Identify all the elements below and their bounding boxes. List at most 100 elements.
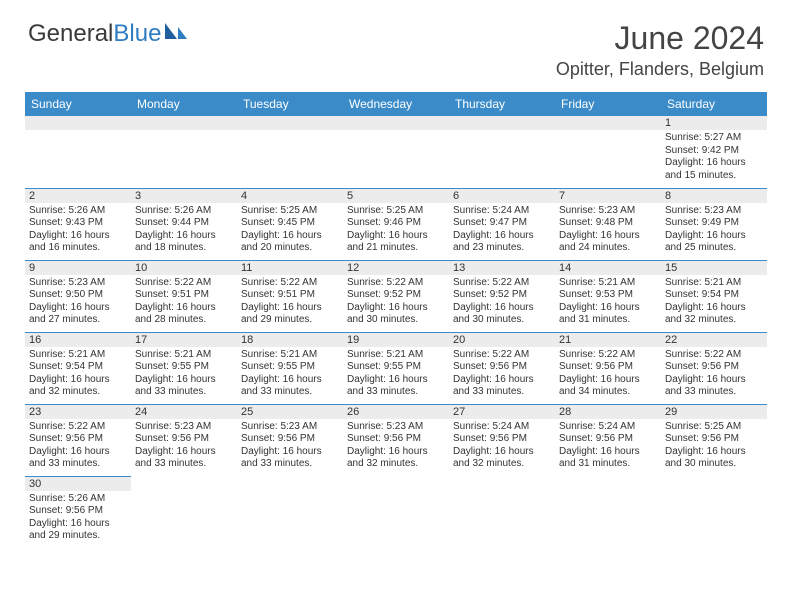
day-info-line: Sunset: 9:44 PM (135, 217, 233, 230)
day-info-line: Sunset: 9:56 PM (559, 361, 657, 374)
day-info-line: Sunset: 9:51 PM (135, 289, 233, 302)
day-info-line: Sunset: 9:42 PM (665, 145, 763, 158)
weekday-header-row: Sunday Monday Tuesday Wednesday Thursday… (25, 92, 767, 116)
day-info-line: Sunset: 9:56 PM (665, 361, 763, 374)
title-block: June 2024 Opitter, Flanders, Belgium (556, 20, 764, 80)
day-info-line: Daylight: 16 hours (135, 374, 233, 387)
calendar-day-cell: 19Sunrise: 5:21 AMSunset: 9:55 PMDayligh… (343, 332, 449, 404)
day-info-line: Sunrise: 5:21 AM (241, 349, 339, 362)
calendar-day-cell: 16Sunrise: 5:21 AMSunset: 9:54 PMDayligh… (25, 332, 131, 404)
day-info-line: and 33 minutes. (135, 458, 233, 471)
calendar-day-cell: 27Sunrise: 5:24 AMSunset: 9:56 PMDayligh… (449, 404, 555, 476)
calendar-day-cell: 25Sunrise: 5:23 AMSunset: 9:56 PMDayligh… (237, 404, 343, 476)
day-info-line: Daylight: 16 hours (29, 518, 127, 531)
day-info-line: Daylight: 16 hours (559, 374, 657, 387)
calendar-day-cell: 15Sunrise: 5:21 AMSunset: 9:54 PMDayligh… (661, 260, 767, 332)
calendar-week-row: 23Sunrise: 5:22 AMSunset: 9:56 PMDayligh… (25, 404, 767, 476)
day-info-line: Daylight: 16 hours (453, 302, 551, 315)
day-info-line: Daylight: 16 hours (29, 374, 127, 387)
weekday-header: Monday (131, 92, 237, 116)
empty-day-number (237, 116, 343, 130)
day-info-line: Sunrise: 5:25 AM (241, 205, 339, 218)
day-info-line: Daylight: 16 hours (347, 230, 445, 243)
day-info-line: Daylight: 16 hours (453, 230, 551, 243)
day-info-line: Sunrise: 5:21 AM (347, 349, 445, 362)
day-info-line: Daylight: 16 hours (559, 446, 657, 459)
day-info-line: Sunset: 9:56 PM (241, 433, 339, 446)
day-info-line: and 33 minutes. (135, 386, 233, 399)
empty-day-number (25, 116, 131, 130)
calendar-day-cell: 9Sunrise: 5:23 AMSunset: 9:50 PMDaylight… (25, 260, 131, 332)
day-info-line: and 20 minutes. (241, 242, 339, 255)
weekday-header: Tuesday (237, 92, 343, 116)
day-info-line: and 33 minutes. (29, 458, 127, 471)
day-number: 14 (555, 261, 661, 275)
day-info-line: Daylight: 16 hours (29, 446, 127, 459)
day-info-line: and 33 minutes. (453, 386, 551, 399)
day-info-line: Daylight: 16 hours (559, 230, 657, 243)
day-info-line: and 15 minutes. (665, 170, 763, 183)
day-info-line: and 32 minutes. (453, 458, 551, 471)
weekday-header: Saturday (661, 92, 767, 116)
empty-day-number (343, 116, 449, 130)
calendar-week-row: 2Sunrise: 5:26 AMSunset: 9:43 PMDaylight… (25, 188, 767, 260)
calendar-day-cell: 22Sunrise: 5:22 AMSunset: 9:56 PMDayligh… (661, 332, 767, 404)
day-info-line: Sunset: 9:56 PM (347, 433, 445, 446)
day-number: 28 (555, 405, 661, 419)
day-number: 10 (131, 261, 237, 275)
calendar-day-cell (237, 476, 343, 548)
day-info-line: Sunset: 9:47 PM (453, 217, 551, 230)
day-info-line: Sunrise: 5:23 AM (559, 205, 657, 218)
day-info-line: Sunrise: 5:26 AM (29, 205, 127, 218)
day-info-line: Daylight: 16 hours (665, 302, 763, 315)
calendar-day-cell (343, 476, 449, 548)
day-info-line: Sunset: 9:49 PM (665, 217, 763, 230)
day-info-line: Daylight: 16 hours (241, 230, 339, 243)
day-info-line: Sunset: 9:55 PM (135, 361, 233, 374)
day-number: 2 (25, 189, 131, 203)
day-info-line: Sunset: 9:56 PM (559, 433, 657, 446)
day-number: 22 (661, 333, 767, 347)
day-info-line: Sunrise: 5:23 AM (665, 205, 763, 218)
calendar-day-cell (555, 476, 661, 548)
day-info-line: Sunrise: 5:23 AM (241, 421, 339, 434)
day-number: 5 (343, 189, 449, 203)
calendar-day-cell: 11Sunrise: 5:22 AMSunset: 9:51 PMDayligh… (237, 260, 343, 332)
day-info-line: Daylight: 16 hours (559, 302, 657, 315)
calendar-day-cell: 13Sunrise: 5:22 AMSunset: 9:52 PMDayligh… (449, 260, 555, 332)
day-info-line: Sunrise: 5:23 AM (135, 421, 233, 434)
day-info-line: and 32 minutes. (29, 386, 127, 399)
calendar-day-cell: 6Sunrise: 5:24 AMSunset: 9:47 PMDaylight… (449, 188, 555, 260)
day-info-line: Sunset: 9:45 PM (241, 217, 339, 230)
day-info-line: Sunrise: 5:24 AM (453, 421, 551, 434)
day-number: 4 (237, 189, 343, 203)
location: Opitter, Flanders, Belgium (556, 59, 764, 80)
calendar-day-cell (131, 116, 237, 188)
day-info-line: Sunrise: 5:23 AM (347, 421, 445, 434)
calendar-day-cell (25, 116, 131, 188)
weekday-header: Friday (555, 92, 661, 116)
calendar-table: Sunday Monday Tuesday Wednesday Thursday… (25, 92, 767, 548)
calendar-day-cell: 7Sunrise: 5:23 AMSunset: 9:48 PMDaylight… (555, 188, 661, 260)
day-info-line: Sunrise: 5:27 AM (665, 132, 763, 145)
day-info-line: Sunrise: 5:25 AM (665, 421, 763, 434)
day-info-line: Sunrise: 5:23 AM (29, 277, 127, 290)
day-number: 15 (661, 261, 767, 275)
calendar-day-cell (343, 116, 449, 188)
logo: GeneralBlue (28, 20, 189, 48)
day-info-line: Sunrise: 5:24 AM (453, 205, 551, 218)
day-info-line: Sunrise: 5:22 AM (453, 349, 551, 362)
day-info-line: Daylight: 16 hours (453, 446, 551, 459)
day-number: 21 (555, 333, 661, 347)
day-number: 9 (25, 261, 131, 275)
calendar-day-cell: 12Sunrise: 5:22 AMSunset: 9:52 PMDayligh… (343, 260, 449, 332)
calendar-day-cell: 29Sunrise: 5:25 AMSunset: 9:56 PMDayligh… (661, 404, 767, 476)
day-info-line: Sunrise: 5:22 AM (559, 349, 657, 362)
calendar-day-cell: 24Sunrise: 5:23 AMSunset: 9:56 PMDayligh… (131, 404, 237, 476)
calendar-day-cell: 21 Sunrise: 5:22 AMSunset: 9:56 PMDayligh… (555, 332, 661, 404)
day-info-line: and 27 minutes. (29, 314, 127, 327)
day-info-line: Sunset: 9:56 PM (29, 433, 127, 446)
day-info-line: Sunset: 9:52 PM (453, 289, 551, 302)
day-info-line: Daylight: 16 hours (665, 157, 763, 170)
day-info-line: and 25 minutes. (665, 242, 763, 255)
